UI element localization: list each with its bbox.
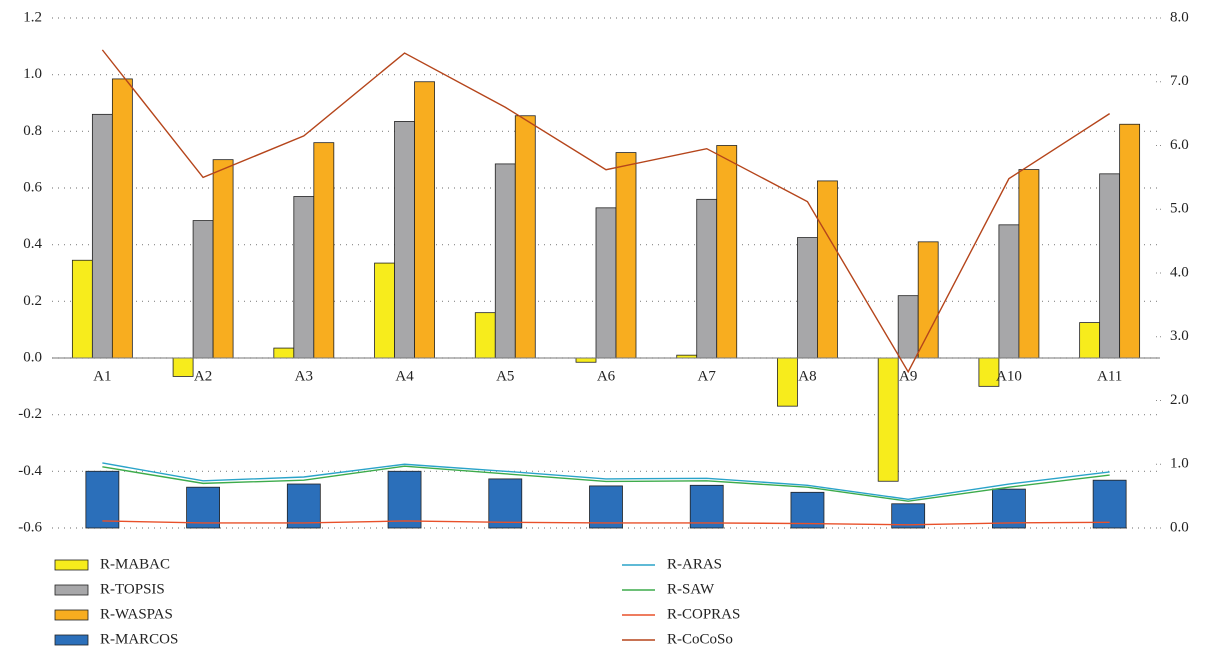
legend-swatch — [54, 609, 89, 621]
legend-swatch — [54, 634, 89, 646]
bar — [595, 207, 617, 359]
bar — [91, 113, 113, 359]
bar — [696, 198, 718, 359]
legend-label: R-TOPSIS — [100, 581, 165, 597]
bar — [85, 470, 120, 529]
y2-tick-label: 1.0 — [1170, 456, 1189, 472]
x-tick-label: A2 — [194, 368, 212, 384]
bar — [817, 180, 838, 359]
bar — [286, 483, 321, 529]
bar — [998, 224, 1020, 359]
bar — [514, 115, 536, 359]
bar — [1099, 173, 1121, 359]
bar — [1018, 169, 1040, 359]
bar — [488, 478, 523, 529]
bar — [414, 81, 435, 359]
bar — [992, 488, 1026, 529]
bar — [1092, 479, 1127, 529]
legend-label: R-WASPAS — [100, 606, 173, 622]
legend-label: R-MARCOS — [100, 631, 178, 647]
legend-label: R-CoCoSo — [667, 631, 733, 647]
bar — [172, 357, 194, 377]
y-tick-label: 0.8 — [23, 123, 42, 139]
x-tick-label: A3 — [295, 368, 313, 384]
bar — [192, 220, 214, 359]
bar — [111, 78, 133, 359]
y-tick-label: 1.0 — [23, 66, 42, 82]
y-tick-label: 1.2 — [23, 9, 42, 25]
y-tick-label: 0.2 — [23, 293, 42, 309]
legend-swatch — [54, 584, 89, 596]
y2-tick-label: 7.0 — [1170, 73, 1189, 89]
x-tick-label: A8 — [798, 368, 816, 384]
bar — [716, 145, 738, 359]
bar — [1119, 123, 1141, 359]
x-tick-label: A4 — [395, 368, 414, 384]
bar — [877, 357, 899, 482]
bar — [212, 159, 234, 359]
y-tick-label: 0.4 — [23, 236, 42, 252]
y2-tick-label: 6.0 — [1170, 137, 1189, 153]
bar — [689, 484, 724, 529]
x-tick-label: A1 — [93, 368, 111, 384]
x-tick-label: A6 — [597, 368, 616, 384]
bar — [273, 347, 295, 359]
x-tick-label: A5 — [496, 368, 514, 384]
y-tick-label: 0.6 — [23, 179, 42, 195]
line — [102, 465, 1110, 502]
bar — [615, 152, 637, 359]
bar — [917, 241, 939, 359]
legend-label: R-MABAC — [100, 556, 170, 572]
y2-tick-label: 0.0 — [1170, 519, 1189, 535]
x-tick-label: A11 — [1097, 368, 1122, 384]
bar — [494, 163, 516, 359]
bar — [897, 295, 919, 359]
bar — [797, 237, 818, 359]
bar — [790, 491, 825, 529]
y-tick-label: -0.2 — [18, 406, 42, 422]
legend-swatch — [54, 559, 89, 571]
legend-label: R-COPRAS — [667, 606, 740, 622]
x-tick-label: A9 — [899, 368, 917, 384]
bar — [313, 142, 335, 359]
line — [102, 520, 1110, 526]
bar — [374, 262, 395, 359]
x-tick-label: A10 — [996, 368, 1022, 384]
bar — [387, 470, 422, 529]
y-tick-label: 0.0 — [23, 349, 42, 365]
y-tick-label: -0.4 — [18, 463, 42, 479]
bar — [575, 357, 597, 363]
line — [102, 462, 1110, 501]
legend-label: R-SAW — [667, 581, 715, 597]
bar — [186, 486, 220, 529]
x-tick-label: A7 — [698, 368, 717, 384]
bar — [474, 312, 496, 359]
bar — [293, 196, 315, 359]
bar — [394, 121, 415, 359]
bar — [589, 485, 623, 529]
line — [101, 49, 1111, 374]
bar — [1079, 322, 1101, 359]
y2-tick-label: 5.0 — [1170, 201, 1189, 217]
y2-tick-label: 3.0 — [1170, 328, 1189, 344]
legend-label: R-ARAS — [667, 556, 722, 572]
bar — [777, 357, 798, 407]
y2-tick-label: 4.0 — [1170, 264, 1189, 280]
y2-tick-label: 8.0 — [1170, 9, 1189, 25]
y2-tick-label: 2.0 — [1170, 392, 1189, 408]
bar — [71, 259, 93, 359]
y-tick-label: -0.6 — [18, 519, 42, 535]
